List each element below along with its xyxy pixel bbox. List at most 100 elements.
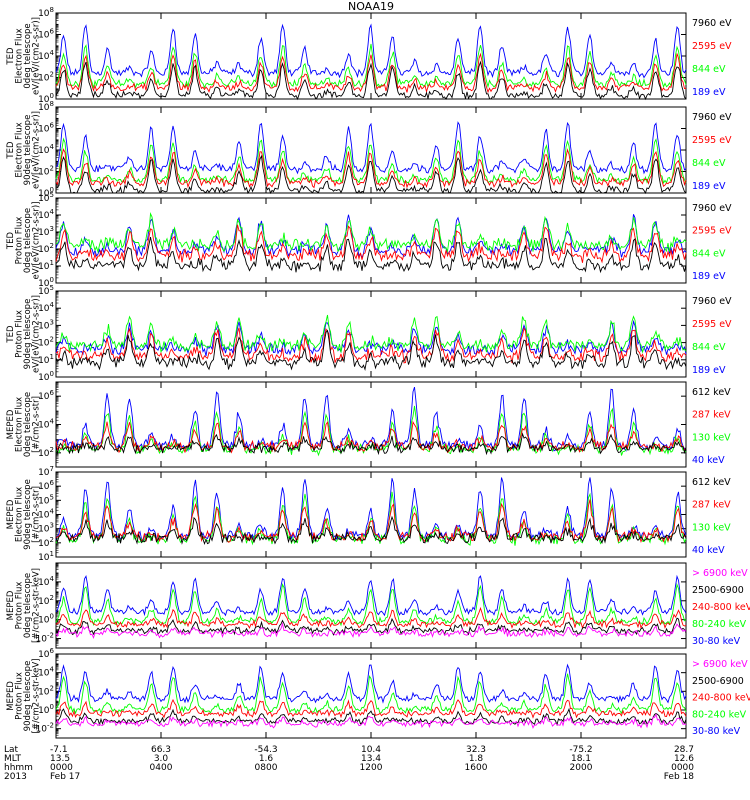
y-axis-label-line: eV/[eV/(cm2-s-sr)] (32, 202, 42, 280)
y-axis-label-line: 0deg telescope (23, 392, 33, 457)
legend-entry: 189 eV (692, 365, 726, 376)
legend-entry: 30-80 keV (692, 726, 741, 737)
series-line-blue (55, 319, 687, 357)
legend-entry: 189 eV (692, 87, 726, 98)
x-row-label: 2013 (4, 772, 27, 782)
x-tick-label: 2000 (570, 763, 593, 773)
legend-entry: 2595 eV (692, 41, 732, 52)
y-tick-label: 104 (38, 418, 54, 431)
x-tick-label: Feb 18 (664, 772, 695, 782)
series-line-blue (55, 23, 687, 79)
y-tick-label: 102 (38, 684, 54, 697)
y-tick-label: 100 (38, 370, 54, 383)
panel-frame (55, 106, 687, 194)
legend-entry: 2500-6900 (692, 676, 744, 687)
y-axis-label-line: [#/cm2-s-str] (32, 486, 42, 543)
y-tick-label: 105 (38, 284, 54, 297)
y-tick-label: 102 (38, 242, 54, 255)
y-axis-label-line: [#/cm2-s-str-keV] (32, 568, 42, 643)
series-line-red (55, 224, 687, 264)
y-axis-label-line: 0deg telescope (23, 23, 33, 88)
legend-entry: 7960 eV (692, 203, 732, 214)
x-tick-label: 13.4 (361, 754, 381, 764)
y-axis-label-line: TED (6, 47, 16, 66)
legend-entry: 2595 eV (692, 135, 732, 146)
series-line-magenta (55, 622, 687, 639)
series-line-black (55, 329, 687, 371)
x-tick-label: -54.3 (254, 745, 277, 755)
series-line-red (55, 606, 687, 630)
x-tick-label: 18.1 (571, 754, 591, 764)
x-tick-label: 0800 (255, 763, 278, 773)
y-tick-label: 100 (38, 703, 54, 716)
legend-entry: 287 keV (692, 410, 731, 421)
y-axis-label-line: 90deg telescope (23, 115, 33, 186)
x-tick-label: 32.3 (466, 745, 486, 755)
legend-entry: 7960 eV (692, 296, 732, 307)
legend-entry: 130 keV (692, 432, 731, 443)
legend-entry: 844 eV (692, 248, 726, 259)
y-tick-label: 108 (38, 100, 54, 113)
y-tick-label: 104 (38, 508, 54, 521)
figure-title: NOAA19 (348, 0, 394, 13)
series-line-green (55, 211, 687, 254)
y-axis-label-line: 0deg telescope (23, 208, 33, 273)
x-tick-label: 28.7 (674, 745, 694, 755)
y-axis-label-line: Proton Flux (15, 672, 25, 720)
series-line-blue (55, 386, 687, 452)
y-tick-label: 105 (38, 191, 54, 204)
y-axis-label-line: eV/[eV/(cm2-s-sr)] (32, 17, 42, 95)
series-line-green (55, 673, 687, 715)
y-axis-label-line: MEPED (6, 590, 16, 620)
legend-entry: 189 eV (692, 271, 726, 282)
legend-entry: 80-240 keV (692, 709, 747, 720)
legend-entry: 844 eV (692, 158, 726, 169)
y-tick-label: 101 (38, 259, 54, 272)
y-tick-label: 102 (38, 446, 54, 459)
y-axis-label-line: Electron Flux (15, 122, 25, 177)
x-tick-label: -7.1 (50, 745, 68, 755)
legend-entry: 844 eV (692, 342, 726, 353)
y-axis-label-line: Proton Flux (15, 582, 25, 630)
y-tick-label: 102 (38, 336, 54, 349)
x-tick-label: 10.4 (361, 745, 381, 755)
x-tick-label: 66.3 (151, 745, 171, 755)
y-tick-label: 100 (38, 186, 54, 199)
legend-entry: 2595 eV (692, 319, 732, 330)
series-line-green (55, 314, 687, 354)
y-tick-label: 101 (38, 353, 54, 366)
y-axis-label-line: TED (6, 231, 16, 250)
y-axis-label-line: Proton Flux (15, 217, 25, 265)
y-axis-label-line: 90deg telescope (23, 299, 33, 370)
y-tick-label: 100 (38, 92, 54, 105)
y-tick-label: 103 (38, 318, 54, 331)
legend-entry: 40 keV (692, 545, 725, 556)
legend-entry: 189 eV (692, 181, 726, 192)
y-tick-label: 100 (38, 276, 54, 289)
y-tick-label: 106 (38, 28, 54, 41)
x-tick-label: 1600 (465, 763, 488, 773)
panel-frame (55, 562, 687, 649)
y-axis-label-line: eV/[eV/(cm2-s-sr)] (32, 295, 42, 373)
y-tick-label: 103 (38, 522, 54, 535)
y-axis-label-line: Electron Flux (15, 487, 25, 542)
series-line-green (55, 582, 687, 627)
y-tick-label: 104 (38, 575, 54, 588)
y-axis-label-line: Proton Flux (15, 310, 25, 358)
y-tick-label: 105 (38, 493, 54, 506)
y-tick-label: 108 (38, 6, 54, 19)
y-tick-label: 107 (38, 465, 54, 478)
series-line-red (55, 698, 687, 719)
panel-frame (55, 381, 687, 468)
y-tick-label: 106 (38, 647, 54, 660)
series-line-red (55, 148, 687, 189)
series-line-blue (55, 574, 687, 617)
